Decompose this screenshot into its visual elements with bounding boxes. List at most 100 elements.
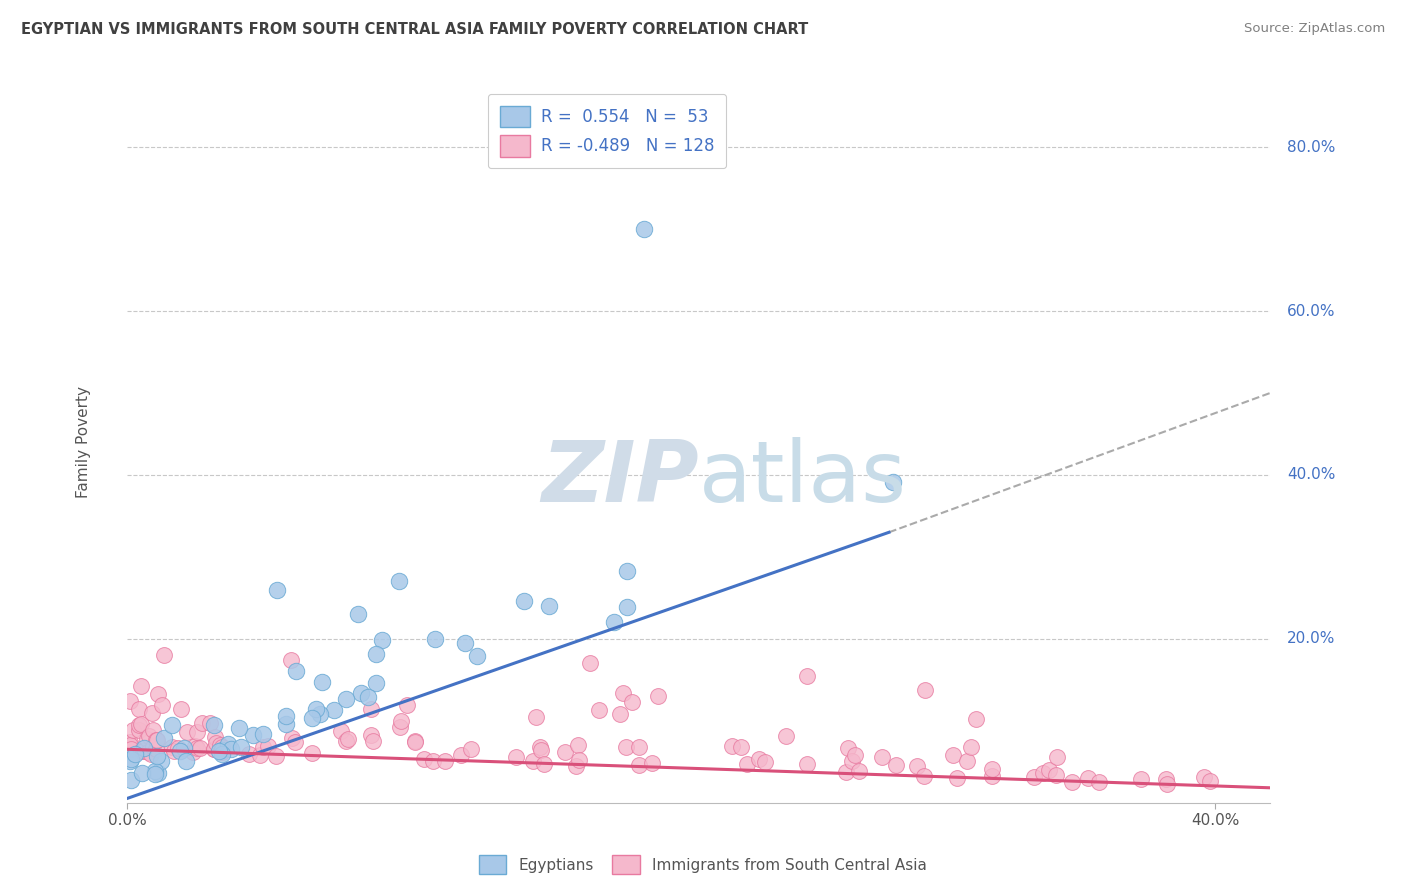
Point: [274, 716, 297, 731]
Point: [796, 757, 818, 772]
Point: [323, 703, 346, 717]
Point: [335, 733, 357, 747]
Point: [285, 664, 308, 678]
Point: [628, 758, 651, 772]
Point: [202, 718, 225, 732]
Text: 80.0%: 80.0%: [1286, 140, 1336, 155]
Point: [118, 738, 141, 752]
Point: [217, 737, 239, 751]
Point: [242, 728, 264, 742]
Point: [529, 739, 551, 754]
Point: [141, 706, 163, 720]
Point: [186, 741, 208, 756]
Point: [120, 752, 142, 766]
Point: [633, 222, 655, 236]
Point: [128, 701, 150, 715]
Point: [388, 574, 411, 589]
Point: [1022, 770, 1045, 784]
Point: [981, 762, 1004, 776]
Text: Source: ZipAtlas.com: Source: ZipAtlas.com: [1244, 22, 1385, 36]
Point: [257, 739, 280, 753]
Point: [120, 772, 142, 787]
Point: [423, 632, 446, 647]
Point: [364, 648, 387, 662]
Point: [1156, 772, 1178, 786]
Point: [844, 747, 866, 762]
Point: [1046, 750, 1069, 764]
Point: [138, 729, 160, 743]
Point: [129, 679, 152, 693]
Point: [118, 735, 141, 749]
Point: [616, 564, 638, 578]
Point: [191, 715, 214, 730]
Point: [131, 765, 153, 780]
Point: [870, 750, 893, 764]
Point: [946, 771, 969, 785]
Point: [841, 755, 863, 769]
Point: [735, 756, 758, 771]
Point: [1088, 775, 1111, 789]
Point: [522, 755, 544, 769]
Point: [136, 745, 159, 759]
Point: [136, 731, 159, 746]
Legend: R =  0.554   N =  53, R = -0.489   N = 128: R = 0.554 N = 53, R = -0.489 N = 128: [488, 94, 727, 169]
Point: [160, 739, 183, 754]
Point: [389, 720, 412, 734]
Point: [238, 747, 260, 761]
Point: [143, 764, 166, 778]
Point: [513, 593, 536, 607]
Point: [565, 759, 588, 773]
Point: [848, 764, 870, 778]
Point: [174, 754, 197, 768]
Point: [396, 698, 419, 713]
Point: [202, 742, 225, 756]
Point: [537, 599, 560, 613]
Point: [357, 690, 380, 704]
Point: [965, 712, 987, 726]
Text: EGYPTIAN VS IMMIGRANTS FROM SOUTH CENTRAL ASIA FAMILY POVERTY CORRELATION CHART: EGYPTIAN VS IMMIGRANTS FROM SOUTH CENTRA…: [21, 22, 808, 37]
Point: [128, 723, 150, 738]
Point: [754, 755, 776, 769]
Point: [614, 740, 637, 755]
Point: [837, 741, 859, 756]
Point: [450, 747, 472, 762]
Point: [198, 716, 221, 731]
Point: [166, 740, 188, 755]
Point: [139, 747, 162, 761]
Point: [467, 648, 489, 663]
Point: [252, 740, 274, 755]
Point: [145, 732, 167, 747]
Point: [433, 754, 456, 768]
Point: [609, 707, 631, 722]
Point: [640, 756, 662, 770]
Point: [796, 668, 818, 682]
Text: atlas: atlas: [699, 437, 907, 520]
Point: [505, 749, 527, 764]
Point: [835, 765, 858, 780]
Point: [118, 755, 141, 769]
Point: [129, 744, 152, 758]
Point: [882, 475, 904, 489]
Point: [173, 741, 195, 756]
Point: [960, 739, 983, 754]
Point: [616, 599, 638, 614]
Point: [533, 756, 555, 771]
Point: [131, 717, 153, 731]
Point: [775, 729, 797, 743]
Point: [350, 686, 373, 700]
Point: [142, 740, 165, 755]
Point: [330, 723, 353, 738]
Point: [145, 742, 167, 756]
Text: 40.0%: 40.0%: [1286, 467, 1336, 483]
Point: [371, 633, 394, 648]
Point: [460, 741, 482, 756]
Point: [311, 675, 333, 690]
Point: [612, 686, 634, 700]
Point: [183, 745, 205, 759]
Point: [453, 636, 475, 650]
Point: [360, 702, 382, 716]
Point: [145, 749, 167, 764]
Point: [1038, 764, 1060, 778]
Point: [266, 748, 288, 763]
Point: [530, 742, 553, 756]
